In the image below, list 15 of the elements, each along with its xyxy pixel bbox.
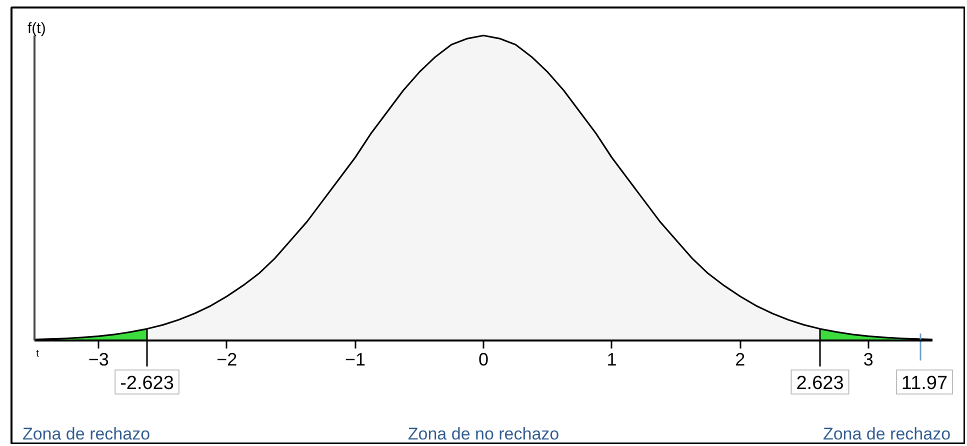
x-axis-title: t (36, 348, 40, 360)
x-tick-label: 3 (863, 350, 874, 370)
x-tick-label: 2 (735, 350, 746, 370)
y-axis-title: f(t) (28, 20, 46, 37)
x-tick-label: −1 (344, 350, 366, 370)
x-tick-label: 1 (606, 350, 617, 370)
ref-line-label: 2.623 (796, 373, 844, 394)
x-tick-label: 0 (478, 350, 489, 370)
x-tick-label: −2 (216, 350, 238, 370)
ref-line-label: -2.623 (120, 373, 174, 394)
x-tick-label: −3 (88, 350, 109, 370)
text: 11.97 (901, 373, 948, 394)
text: Zona de rechazo (22, 424, 150, 444)
text: Zona de no rechazo (408, 424, 560, 444)
text: Zona de rechazo (822, 424, 951, 444)
